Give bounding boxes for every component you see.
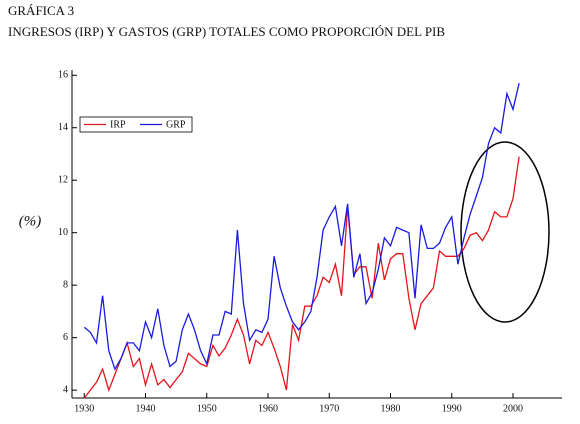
x-tick-label: 1970 bbox=[319, 403, 339, 414]
chart-title: GRÁFICA 3 bbox=[8, 3, 74, 18]
legend-label: IRP bbox=[110, 119, 126, 130]
y-tick-label: 4 bbox=[63, 384, 68, 395]
y-tick-label: 14 bbox=[58, 122, 68, 133]
x-tick-label: 2000 bbox=[503, 403, 523, 414]
legend-box bbox=[79, 116, 193, 133]
x-tick-label: 1980 bbox=[381, 403, 401, 414]
x-tick-label: 1930 bbox=[74, 403, 94, 414]
series-line bbox=[83, 156, 520, 399]
series-line bbox=[83, 82, 520, 371]
x-tick-label: 1940 bbox=[136, 403, 156, 414]
chart-subtitle: INGRESOS (IRP) Y GASTOS (GRP) TOTALES CO… bbox=[8, 24, 445, 39]
x-tick-label: 1990 bbox=[442, 403, 462, 414]
y-tick-label: 16 bbox=[58, 70, 68, 81]
x-tick-label: 1950 bbox=[197, 403, 217, 414]
y-tick-label: 10 bbox=[58, 227, 68, 238]
y-tick-label: 6 bbox=[63, 332, 68, 343]
y-tick-label: 8 bbox=[63, 279, 68, 290]
x-tick-label: 1960 bbox=[258, 403, 278, 414]
legend-label: GRP bbox=[166, 119, 186, 130]
highlight-ellipse bbox=[460, 141, 550, 323]
y-tick-label: 12 bbox=[58, 175, 68, 186]
y-axis-label: (%) bbox=[19, 213, 42, 229]
